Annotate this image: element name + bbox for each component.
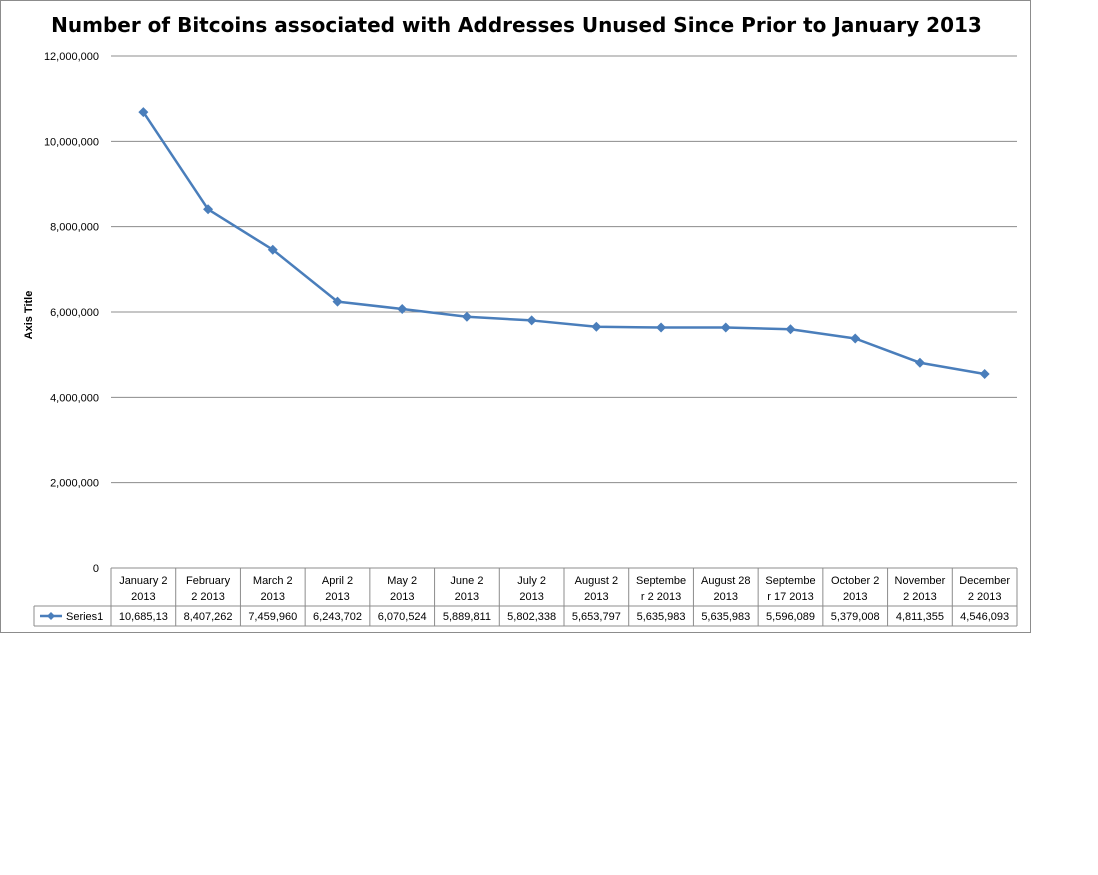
- line-chart: 0 2,000,000 4,000,000 6,000,000 8,000,000 10,…: [33, 51, 1018, 627]
- x-tick-label: June 2: [450, 575, 483, 587]
- data-point: [591, 321, 602, 332]
- data-table-value: 6,070,524: [378, 611, 427, 623]
- data-point: [138, 107, 149, 118]
- x-tick-label: 2013: [843, 591, 867, 603]
- x-tick-label: Septembe: [636, 575, 686, 587]
- data-table-value: 5,379,008: [831, 611, 880, 623]
- data-point: [203, 204, 214, 215]
- data-table-value: 5,635,983: [701, 611, 750, 623]
- x-tick-label: 2013: [261, 591, 285, 603]
- y-tick-label: 6,000,000: [50, 307, 99, 319]
- y-tick-label: 12,000,000: [44, 51, 99, 63]
- x-tick-label: October 2: [831, 575, 879, 587]
- x-tick-label: 2013: [131, 591, 155, 603]
- legend-series-name: Series1: [66, 611, 103, 623]
- x-tick-label: r 2 2013: [641, 591, 681, 603]
- x-tick-label: April 2: [322, 575, 353, 587]
- data-point: [332, 296, 343, 307]
- x-tick-label: Septembe: [765, 575, 815, 587]
- x-tick-label: 2 2013: [191, 591, 225, 603]
- y-tick-label: 2,000,000: [50, 478, 99, 490]
- series-line: [142, 111, 985, 376]
- data-point: [914, 357, 925, 368]
- data-point: [850, 333, 861, 344]
- data-point: [979, 369, 990, 380]
- data-point: [397, 303, 408, 314]
- x-tick-label: January 2: [119, 575, 167, 587]
- x-tick-label: 2013: [519, 591, 543, 603]
- data-table-value: 4,811,355: [896, 611, 944, 623]
- x-tick-label: 2013: [325, 591, 349, 603]
- x-tick-label: August 2: [575, 575, 618, 587]
- x-tick-label: 2013: [455, 591, 479, 603]
- legend-marker: [47, 612, 55, 620]
- x-tick-label: r 17 2013: [767, 591, 813, 603]
- data-table-value: 5,802,338: [507, 611, 556, 623]
- x-tick-label: August 28: [701, 575, 751, 587]
- data-table-value: 8,407,262: [184, 611, 233, 623]
- data-point: [785, 324, 796, 335]
- data-table-value: 10,685,13: [119, 611, 168, 623]
- data-point: [267, 244, 278, 255]
- y-tick-label: 8,000,000: [50, 222, 99, 234]
- data-table-value: 5,653,797: [572, 611, 621, 623]
- data-point: [461, 311, 472, 322]
- data-point: [526, 315, 537, 326]
- x-tick-label: 2013: [390, 591, 414, 603]
- x-tick-label: 2013: [584, 591, 608, 603]
- chart-title: Number of Bitcoins associated with Addre…: [51, 13, 982, 37]
- x-tick-label: December: [959, 575, 1010, 587]
- data-point: [656, 322, 667, 333]
- data-table-value: 7,459,960: [248, 611, 297, 623]
- x-tick-label: March 2: [253, 575, 293, 587]
- x-tick-label: February: [186, 575, 231, 587]
- x-tick-label: November: [895, 575, 946, 587]
- y-tick-label: 4,000,000: [50, 392, 99, 404]
- data-table-value: 5,635,983: [637, 611, 686, 623]
- x-tick-label: 2 2013: [968, 591, 1002, 603]
- x-tick-label: May 2: [387, 575, 417, 587]
- data-table-value: 6,243,702: [313, 611, 362, 623]
- y-tick-label: 0: [93, 563, 99, 575]
- x-tick-label: July 2: [517, 575, 546, 587]
- chart-area: Number of Bitcoins associated with Addre…: [0, 0, 1031, 633]
- data-point: [720, 322, 731, 333]
- data-table-value: 5,596,089: [766, 611, 815, 623]
- data-table-value: 4,546,093: [960, 611, 1009, 623]
- y-tick-label: 10,000,000: [44, 136, 99, 148]
- x-tick-label: 2 2013: [903, 591, 937, 603]
- data-table-value: 5,889,811: [443, 611, 491, 623]
- x-tick-label: 2013: [714, 591, 738, 603]
